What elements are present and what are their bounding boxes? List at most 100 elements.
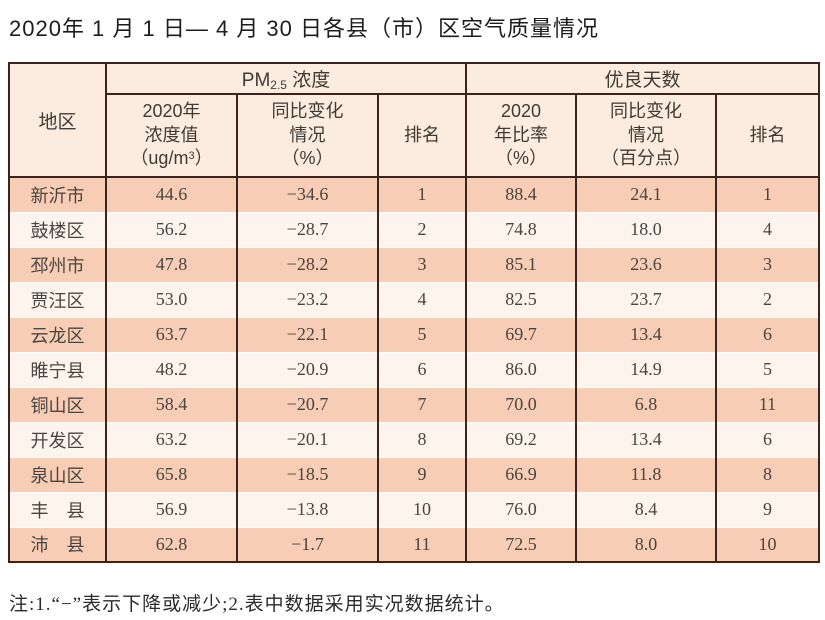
cell-region: 开发区	[8, 421, 106, 457]
header-good-change: 同比变化 情况 （百分点）	[575, 94, 716, 178]
cell-good-change: 23.7	[575, 281, 716, 317]
cell-pm-value: 63.2	[105, 421, 237, 457]
cell-pm-change: −20.9	[236, 351, 378, 387]
table-row: 泉山区 65.8 −18.5 9 66.9 11.8 8	[8, 456, 820, 492]
header-region: 地区	[8, 63, 106, 178]
cell-good-change: 14.9	[575, 351, 716, 387]
cell-region: 鼓楼区	[8, 211, 106, 247]
cell-good-rank: 2	[714, 281, 820, 317]
cell-region: 铜山区	[8, 386, 106, 422]
table-row: 新沂市 44.6 −34.6 1 88.4 24.1 1	[8, 176, 820, 212]
cell-region: 贾汪区	[8, 281, 106, 317]
cell-pm-value: 48.2	[105, 351, 237, 387]
cell-pm-change: −13.8	[236, 491, 378, 527]
cell-pm-change: −28.7	[236, 211, 378, 247]
cell-pm-rank: 7	[377, 386, 466, 422]
pm-label: PM	[241, 70, 271, 91]
table-row: 开发区 63.2 −20.1 8 69.2 13.4 6	[8, 421, 820, 457]
cell-good-ratio: 69.2	[465, 421, 576, 457]
cell-good-ratio: 66.9	[465, 456, 576, 492]
table-row: 铜山区 58.4 −20.7 7 70.0 6.8 11	[8, 386, 820, 422]
cell-good-rank: 4	[714, 211, 820, 247]
cell-pm-rank: 8	[377, 421, 466, 457]
cell-good-change: 8.4	[575, 491, 716, 527]
cell-good-ratio: 70.0	[465, 386, 576, 422]
cell-good-change: 11.8	[575, 456, 716, 492]
table-row: 沛 县 62.8 −1.7 11 72.5 8.0 10	[8, 526, 820, 562]
header-group-row: 地区 PM2.5 浓度 优良天数	[8, 63, 820, 178]
cell-pm-change: −23.2	[236, 281, 378, 317]
cell-good-ratio: 76.0	[465, 491, 576, 527]
page-title: 2020年 1 月 1 日— 4 月 30 日各县（市）区空气质量情况	[9, 16, 600, 41]
cell-pm-rank: 6	[377, 351, 466, 387]
cell-good-rank: 6	[714, 316, 820, 352]
table-row: 邳州市 47.8 −28.2 3 85.1 23.6 3	[8, 246, 820, 282]
cell-good-rank: 8	[714, 456, 820, 492]
header-concentration-line1: 2020年	[142, 101, 201, 122]
cell-pm-value: 44.6	[105, 176, 237, 212]
pm-subscript: 2.5	[270, 78, 287, 92]
cell-good-ratio: 88.4	[465, 176, 576, 212]
header-group-pm25: PM2.5 浓度	[105, 63, 466, 95]
cell-good-ratio: 74.8	[465, 211, 576, 247]
footnote: 注:1.“−”表示下降或减少;2.表中数据采用实况数据统计。	[9, 594, 505, 615]
cell-good-rank: 3	[714, 246, 820, 282]
pm-label-suffix: 浓度	[286, 70, 331, 91]
table-row: 鼓楼区 56.2 −28.7 2 74.8 18.0 4	[8, 211, 820, 247]
cell-region: 泉山区	[8, 456, 106, 492]
cell-pm-value: 58.4	[105, 386, 237, 422]
cell-pm-change: −18.5	[236, 456, 378, 492]
header-pm-rank: 排名	[377, 94, 466, 178]
cell-region: 丰 县	[8, 491, 106, 527]
cell-region: 云龙区	[8, 316, 106, 352]
header-concentration-line2: 浓度值	[144, 124, 199, 145]
table-row: 睢宁县 48.2 −20.9 6 86.0 14.9 5	[8, 351, 820, 387]
cell-region: 睢宁县	[8, 351, 106, 387]
cell-region: 邳州市	[8, 246, 106, 282]
cell-good-rank: 11	[714, 386, 820, 422]
cell-good-rank: 6	[714, 421, 820, 457]
cell-pm-change: −20.1	[236, 421, 378, 457]
cell-pm-change: −22.1	[236, 316, 378, 352]
cell-pm-value: 62.8	[105, 526, 237, 562]
cell-pm-rank: 9	[377, 456, 466, 492]
cell-good-change: 24.1	[575, 176, 716, 212]
cell-good-ratio: 82.5	[465, 281, 576, 317]
cell-pm-value: 56.9	[105, 491, 237, 527]
table-row: 云龙区 63.7 −22.1 5 69.7 13.4 6	[8, 316, 820, 352]
cell-pm-rank: 10	[377, 491, 466, 527]
table-row: 贾汪区 53.0 −23.2 4 82.5 23.7 2	[8, 281, 820, 317]
cell-pm-rank: 3	[377, 246, 466, 282]
cell-pm-rank: 2	[377, 211, 466, 247]
cell-good-ratio: 85.1	[465, 246, 576, 282]
cell-pm-rank: 1	[377, 176, 466, 212]
cell-pm-rank: 11	[377, 526, 466, 562]
header-sub-row: 2020年 浓度值 （ug/m3） 同比变化 情况 （%） 排名 2020 年比…	[9, 94, 820, 178]
header-good-ratio: 2020 年比率 （%）	[465, 94, 576, 178]
header-pm-change: 同比变化 情况 （%）	[236, 94, 378, 178]
cell-pm-value: 65.8	[105, 456, 237, 492]
cell-pm-value: 63.7	[105, 316, 237, 352]
unit-superscript: 3	[188, 150, 195, 163]
cell-good-change: 6.8	[575, 386, 716, 422]
cell-pm-rank: 5	[377, 316, 466, 352]
cell-good-change: 13.4	[575, 421, 716, 457]
cell-region: 新沂市	[8, 176, 106, 212]
cell-good-rank: 1	[714, 176, 820, 212]
cell-pm-change: −34.6	[236, 176, 378, 212]
cell-pm-change: −20.7	[236, 386, 378, 422]
header-concentration: 2020年 浓度值 （ug/m3）	[105, 94, 237, 178]
cell-pm-value: 53.0	[105, 281, 237, 317]
cell-good-ratio: 86.0	[465, 351, 576, 387]
cell-good-change: 8.0	[575, 526, 716, 562]
cell-good-rank: 9	[714, 491, 820, 527]
cell-pm-value: 56.2	[105, 211, 237, 247]
cell-pm-value: 47.8	[105, 246, 237, 282]
cell-good-change: 18.0	[575, 211, 716, 247]
header-concentration-unit: （ug/m3）	[130, 148, 213, 169]
cell-good-rank: 5	[714, 351, 820, 387]
cell-good-ratio: 72.5	[465, 526, 576, 562]
cell-good-ratio: 69.7	[465, 316, 576, 352]
cell-good-change: 13.4	[575, 316, 716, 352]
table-row: 丰 县 56.9 −13.8 10 76.0 8.4 9	[8, 491, 820, 527]
